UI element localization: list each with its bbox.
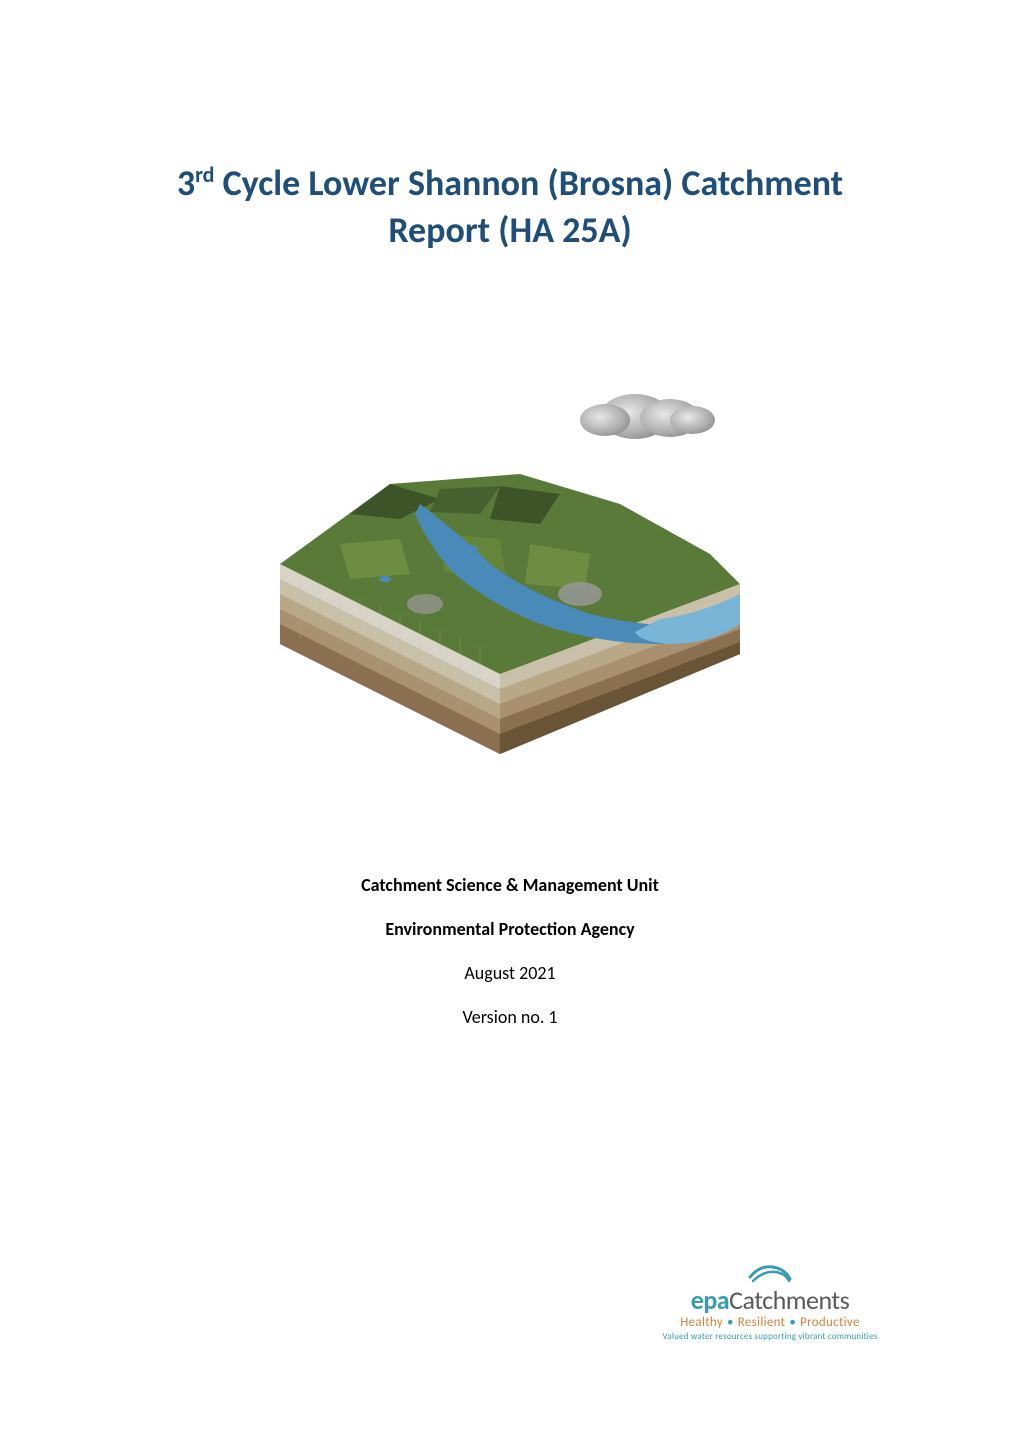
terrain-block — [240, 444, 780, 764]
tagline-word-3: Productive — [800, 1315, 860, 1330]
title-ordinal-number: 3 — [177, 161, 195, 205]
title-line-1-rest: Cycle Lower Shannon (Brosna) Catchment — [214, 161, 843, 205]
tagline-word-2: Resilient — [738, 1315, 786, 1330]
catchment-terrain-illustration — [240, 384, 780, 764]
title-line-1: 3rd Cycle Lower Shannon (Brosna) Catchme… — [100, 160, 920, 207]
title-line-2: Report (HA 25A) — [100, 207, 920, 254]
tagline-word-1: Healthy — [680, 1315, 723, 1330]
epa-catchments-logo: epaCatchments Healthy•Resilient•Producti… — [630, 1257, 910, 1342]
document-title: 3rd Cycle Lower Shannon (Brosna) Catchme… — [100, 160, 920, 254]
version-number: Version no. 1 — [100, 1006, 920, 1028]
title-ordinal-suffix: rd — [195, 161, 214, 188]
publication-date: August 2021 — [100, 962, 920, 984]
agency-name: Environmental Protection Agency — [100, 918, 920, 940]
logo-wordmark: epaCatchments — [630, 1287, 910, 1313]
tagline-separator: • — [727, 1315, 734, 1330]
tagline-separator: • — [789, 1315, 796, 1330]
logo-catchments-text: Catchments — [729, 1284, 849, 1316]
document-metadata: Catchment Science & Management Unit Envi… — [100, 874, 920, 1028]
logo-subtitle: Valued water resources supporting vibran… — [630, 1331, 910, 1342]
logo-swoosh-icon — [745, 1257, 795, 1285]
logo-tagline: Healthy•Resilient•Productive — [630, 1315, 910, 1330]
storm-cloud-icon — [570, 384, 720, 444]
logo-epa-text: epa — [691, 1284, 729, 1316]
unit-name: Catchment Science & Management Unit — [100, 874, 920, 896]
